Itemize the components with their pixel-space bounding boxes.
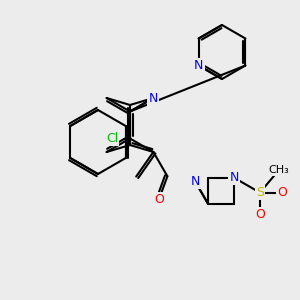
Text: O: O — [277, 186, 287, 199]
Text: N: N — [194, 59, 203, 72]
Text: N: N — [229, 171, 239, 184]
Text: O: O — [154, 193, 164, 206]
Text: N: N — [190, 175, 200, 188]
Text: N: N — [149, 92, 158, 104]
Text: S: S — [256, 186, 264, 199]
Text: CH₃: CH₃ — [269, 165, 290, 175]
Text: O: O — [255, 208, 265, 221]
Text: Cl: Cl — [106, 132, 118, 145]
